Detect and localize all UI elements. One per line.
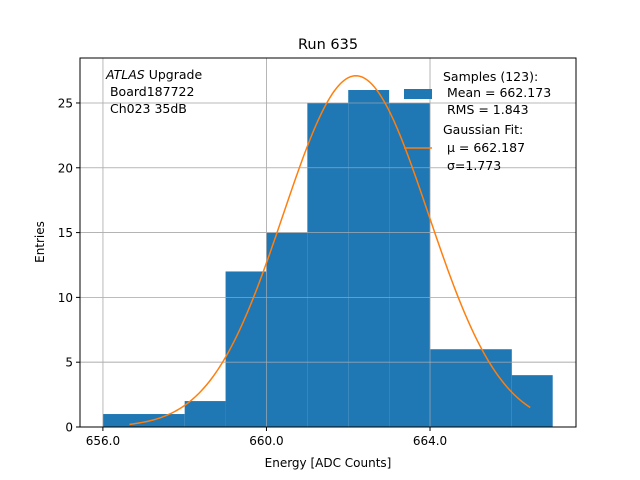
legend-fit-line2: μ = 662.187	[443, 140, 525, 155]
annotation-rest: Upgrade	[145, 67, 203, 82]
y-tick-label: 15	[58, 226, 73, 240]
y-axis-label: Entries	[33, 221, 47, 263]
y-tick-label: 25	[58, 96, 73, 110]
y-tick-label: 10	[58, 291, 73, 305]
x-axis-label: Energy [ADC Counts]	[265, 456, 392, 470]
legend-hist-line3: RMS = 1.843	[443, 102, 529, 117]
histogram-bar	[307, 102, 349, 428]
histogram-bar	[266, 232, 308, 427]
legend-hist-handle	[404, 89, 432, 99]
annotation-line3: Ch023 35dB	[106, 101, 187, 116]
legend-hist-line2: Mean = 662.173	[443, 85, 551, 100]
y-tick-label: 20	[58, 161, 73, 175]
annotation-italic: ATLAS	[105, 67, 145, 82]
histogram-bar	[184, 401, 226, 427]
plot-frame	[79, 57, 577, 428]
histogram-bar	[102, 414, 185, 427]
y-tick-label: 0	[65, 421, 73, 435]
x-tick-label: 660.0	[249, 434, 283, 448]
y-tick-label: 5	[65, 356, 73, 370]
gaussian-fit-curve	[129, 75, 531, 426]
y-ticks: 0 5 10 15 20 25	[58, 96, 80, 435]
chart-title: Run 635	[298, 37, 358, 53]
x-ticks: 656.0 660.0 664.0	[86, 427, 447, 448]
histogram-bar	[430, 349, 512, 427]
x-tick-label: 664.0	[413, 434, 447, 448]
legend-fit-line3: σ=1.773	[443, 158, 501, 173]
histogram-bar	[348, 90, 390, 427]
histogram-bar	[225, 271, 267, 427]
histogram-bar	[511, 375, 553, 427]
legend-fit-line1: Gaussian Fit:	[443, 122, 523, 137]
legend-hist-line1: Samples (123):	[443, 69, 538, 84]
x-tick-label: 656.0	[86, 434, 120, 448]
annotation-line2: Board187722	[106, 84, 194, 99]
histogram-bar	[389, 102, 431, 428]
annotation-line1: ATLAS Upgrade	[105, 67, 202, 82]
